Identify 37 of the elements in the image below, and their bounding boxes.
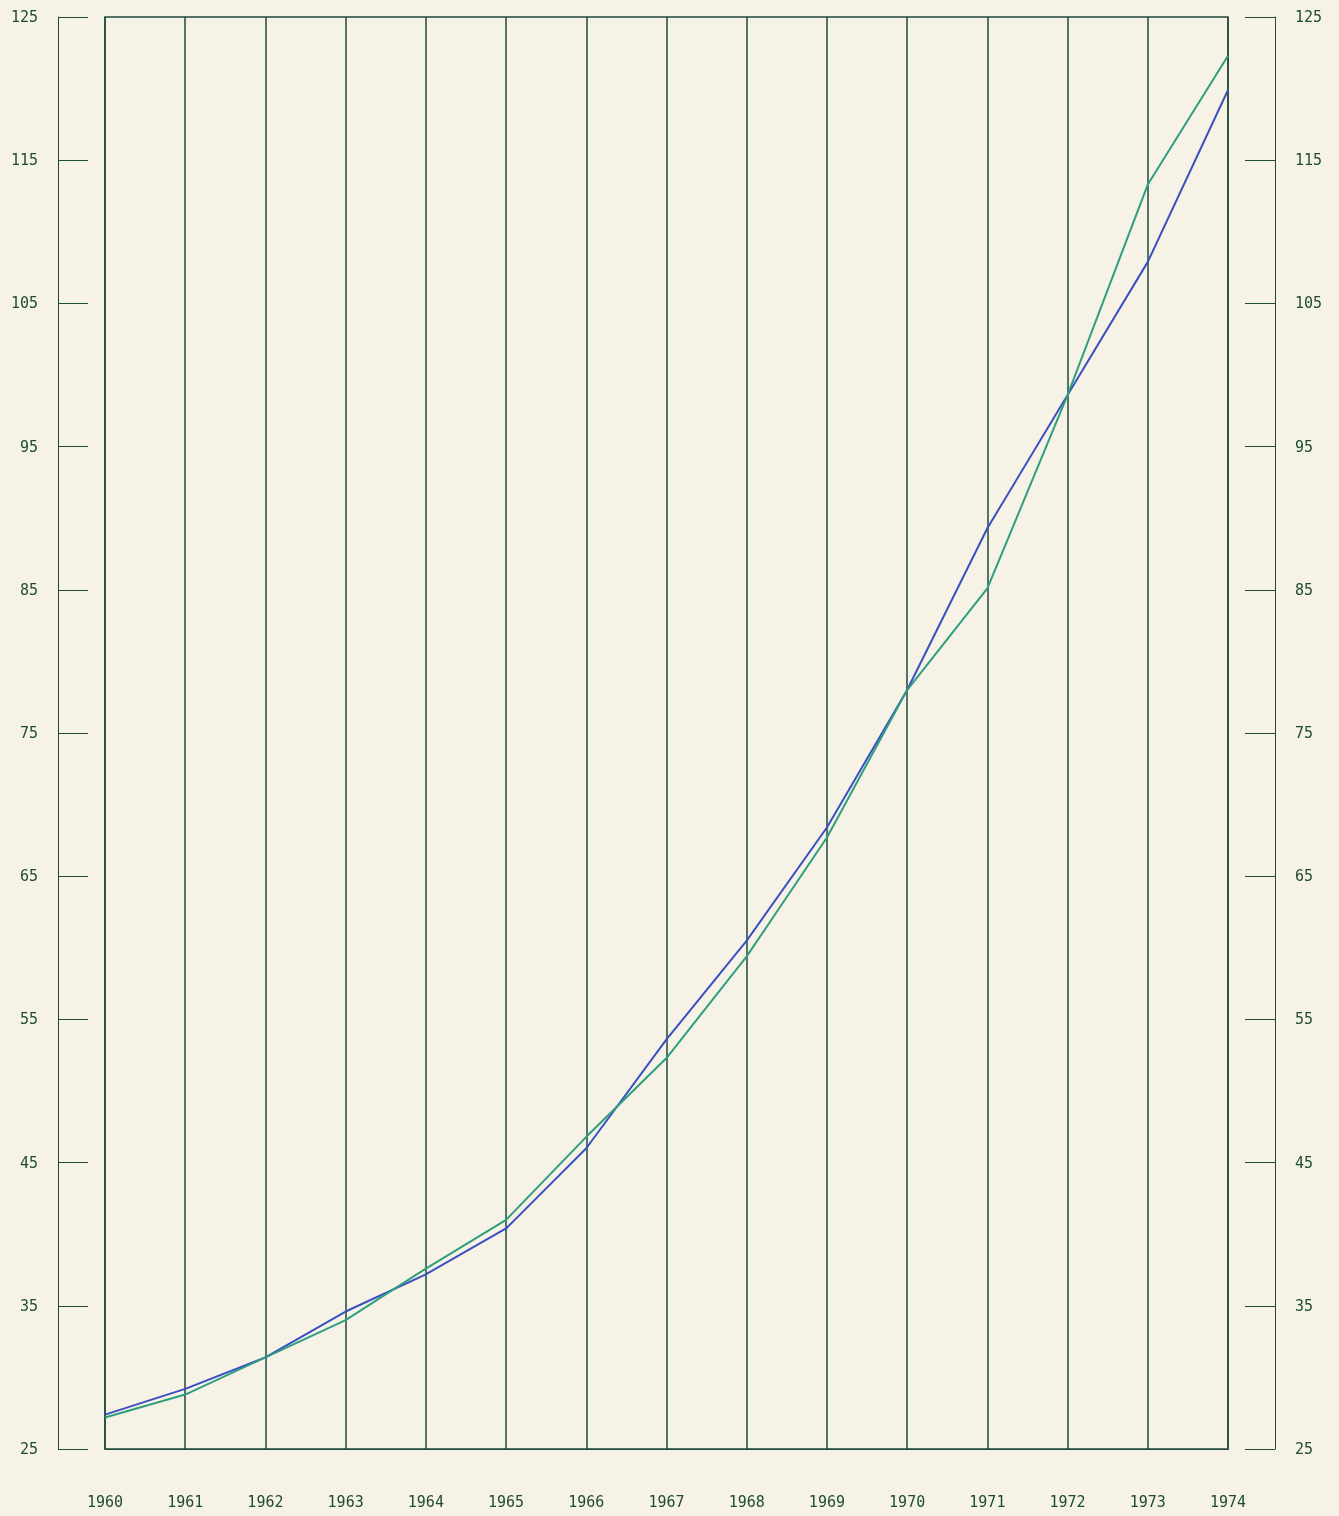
x-tick-label: 1970 xyxy=(889,1492,926,1511)
x-tick-label: 1965 xyxy=(488,1492,525,1511)
y-tick-label: 55 xyxy=(19,1010,38,1029)
y2-tick-label: 85 xyxy=(1295,580,1314,599)
y-tick-label: 65 xyxy=(19,867,38,886)
y2-tick-label: 25 xyxy=(1295,1440,1314,1458)
y2-tick-label: 45 xyxy=(1295,1153,1314,1172)
y2-tick-label: 95 xyxy=(1295,437,1314,456)
x-tick-label: 1971 xyxy=(969,1492,1006,1511)
y2-tick-label: 75 xyxy=(1295,724,1314,742)
y-tick-label: 25 xyxy=(19,1440,38,1458)
y-tick-label: 95 xyxy=(19,437,38,456)
x-tick-label: 1961 xyxy=(167,1492,204,1511)
x-tick-label: 1972 xyxy=(1049,1492,1086,1511)
y-tick-label: 75 xyxy=(19,724,38,742)
y2-tick-label: 115 xyxy=(1295,151,1323,170)
x-tick-label: 1962 xyxy=(247,1492,284,1511)
x-tick-label: 1969 xyxy=(808,1492,845,1511)
x-tick-label: 1966 xyxy=(568,1492,605,1511)
y-tick-label: 35 xyxy=(19,1296,38,1315)
y2-tick-label: 105 xyxy=(1295,294,1323,313)
y-tick-label: 105 xyxy=(10,294,38,313)
y-tick-label: 45 xyxy=(19,1153,38,1172)
x-tick-label: 1968 xyxy=(728,1492,765,1511)
x-tick-label: 1973 xyxy=(1129,1492,1166,1511)
y2-tick-label: 65 xyxy=(1295,867,1314,886)
y-tick-label: 115 xyxy=(10,151,38,170)
y-tick-label: 125 xyxy=(10,8,38,26)
y2-tick-label: 35 xyxy=(1295,1296,1314,1315)
x-tick-label: 1967 xyxy=(648,1492,685,1511)
x-tick-label: 1963 xyxy=(327,1492,364,1511)
x-tick-label: 1974 xyxy=(1209,1492,1247,1511)
x-tick-label: 1964 xyxy=(407,1492,444,1511)
y2-tick-label: 125 xyxy=(1295,8,1323,26)
x-tick-label: 1960 xyxy=(86,1492,124,1511)
y-tick-label: 85 xyxy=(19,580,38,599)
y2-tick-label: 55 xyxy=(1295,1010,1314,1029)
